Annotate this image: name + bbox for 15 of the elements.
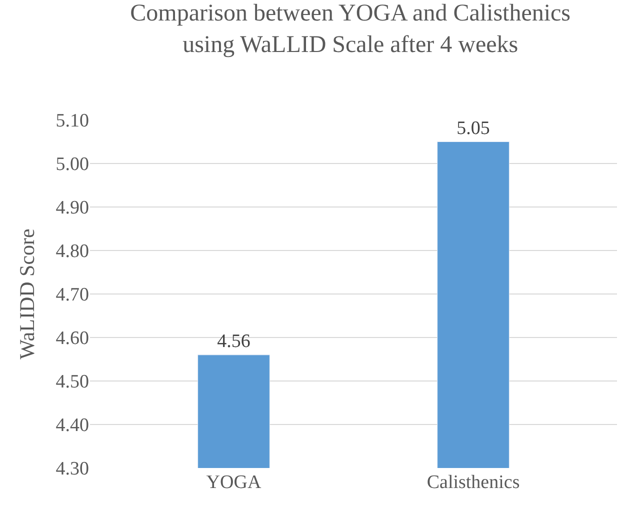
data-label: 4.56 <box>217 330 250 352</box>
y-tick-label: 5.10 <box>56 110 89 132</box>
data-label: 5.05 <box>456 118 490 139</box>
y-tick-label: 4.30 <box>56 458 89 480</box>
x-tick-label: Calisthenics <box>426 472 520 493</box>
y-tick-label: 4.70 <box>56 284 89 306</box>
y-tick-label: 4.80 <box>56 241 89 262</box>
x-tick-label: YOGA <box>206 472 262 493</box>
y-tick-label: 4.60 <box>56 328 89 350</box>
y-axis-title: WaLIDD Score <box>14 228 39 360</box>
y-tick-label: 4.40 <box>56 415 89 436</box>
y-tick-label: 4.90 <box>56 198 89 219</box>
y-tick-label: 5.00 <box>56 154 89 176</box>
y-tick-label: 4.50 <box>56 372 89 393</box>
chart-title: Comparison between YOGA and Calisthenics using WaLLID Scale after 4 weeks <box>130 0 571 58</box>
